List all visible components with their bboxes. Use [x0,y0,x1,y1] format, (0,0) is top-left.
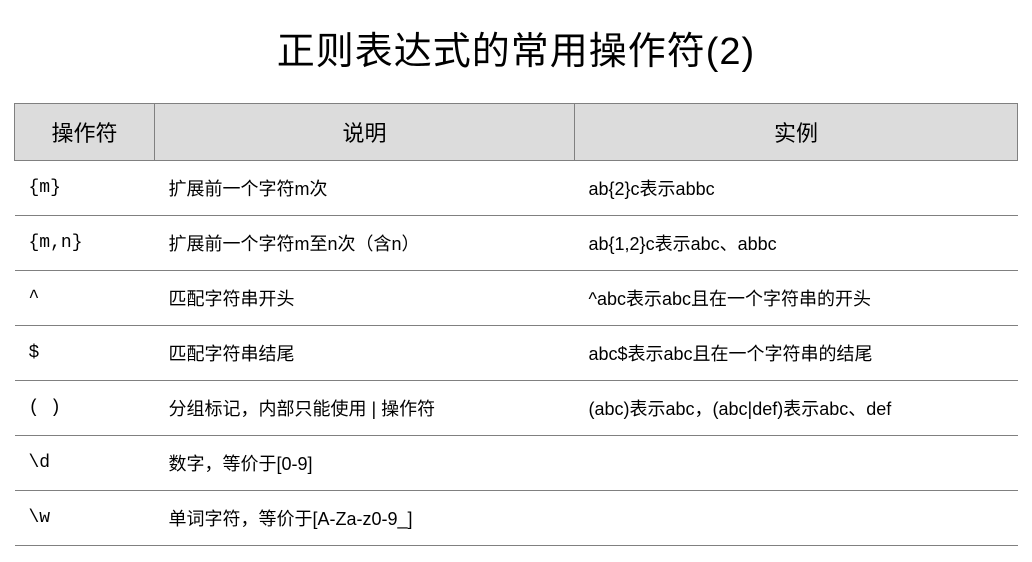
cell-example: (abc)表示abc，(abc|def)表示abc、def [575,381,1018,436]
cell-example: abc$表示abc且在一个字符串的结尾 [575,326,1018,381]
cell-operator: {m,n} [15,216,155,271]
table-row: \d 数字，等价于[0-9] [15,436,1018,491]
cell-example: ab{1,2}c表示abc、abbc [575,216,1018,271]
table-row: ^ 匹配字符串开头 ^abc表示abc且在一个字符串的开头 [15,271,1018,326]
cell-example: ^abc表示abc且在一个字符串的开头 [575,271,1018,326]
column-header-operator: 操作符 [15,104,155,161]
cell-operator: ( ) [15,381,155,436]
cell-description: 单词字符，等价于[A-Za-z0-9_] [155,491,575,546]
regex-operators-table: 操作符 说明 实例 {m} 扩展前一个字符m次 ab{2}c表示abbc {m,… [14,103,1018,546]
table-row: \w 单词字符，等价于[A-Za-z0-9_] [15,491,1018,546]
cell-operator: {m} [15,161,155,216]
cell-example [575,436,1018,491]
table-row: {m} 扩展前一个字符m次 ab{2}c表示abbc [15,161,1018,216]
cell-description: 扩展前一个字符m次 [155,161,575,216]
cell-description: 扩展前一个字符m至n次（含n） [155,216,575,271]
cell-description: 数字，等价于[0-9] [155,436,575,491]
cell-operator: \w [15,491,155,546]
cell-description: 匹配字符串结尾 [155,326,575,381]
cell-operator: ^ [15,271,155,326]
table-row: {m,n} 扩展前一个字符m至n次（含n） ab{1,2}c表示abc、abbc [15,216,1018,271]
cell-operator: $ [15,326,155,381]
column-header-example: 实例 [575,104,1018,161]
cell-description: 分组标记，内部只能使用 | 操作符 [155,381,575,436]
page-title: 正则表达式的常用操作符(2) [14,20,1018,75]
table-row: $ 匹配字符串结尾 abc$表示abc且在一个字符串的结尾 [15,326,1018,381]
table-header-row: 操作符 说明 实例 [15,104,1018,161]
column-header-description: 说明 [155,104,575,161]
cell-example: ab{2}c表示abbc [575,161,1018,216]
table-row: ( ) 分组标记，内部只能使用 | 操作符 (abc)表示abc，(abc|de… [15,381,1018,436]
cell-example [575,491,1018,546]
cell-operator: \d [15,436,155,491]
cell-description: 匹配字符串开头 [155,271,575,326]
